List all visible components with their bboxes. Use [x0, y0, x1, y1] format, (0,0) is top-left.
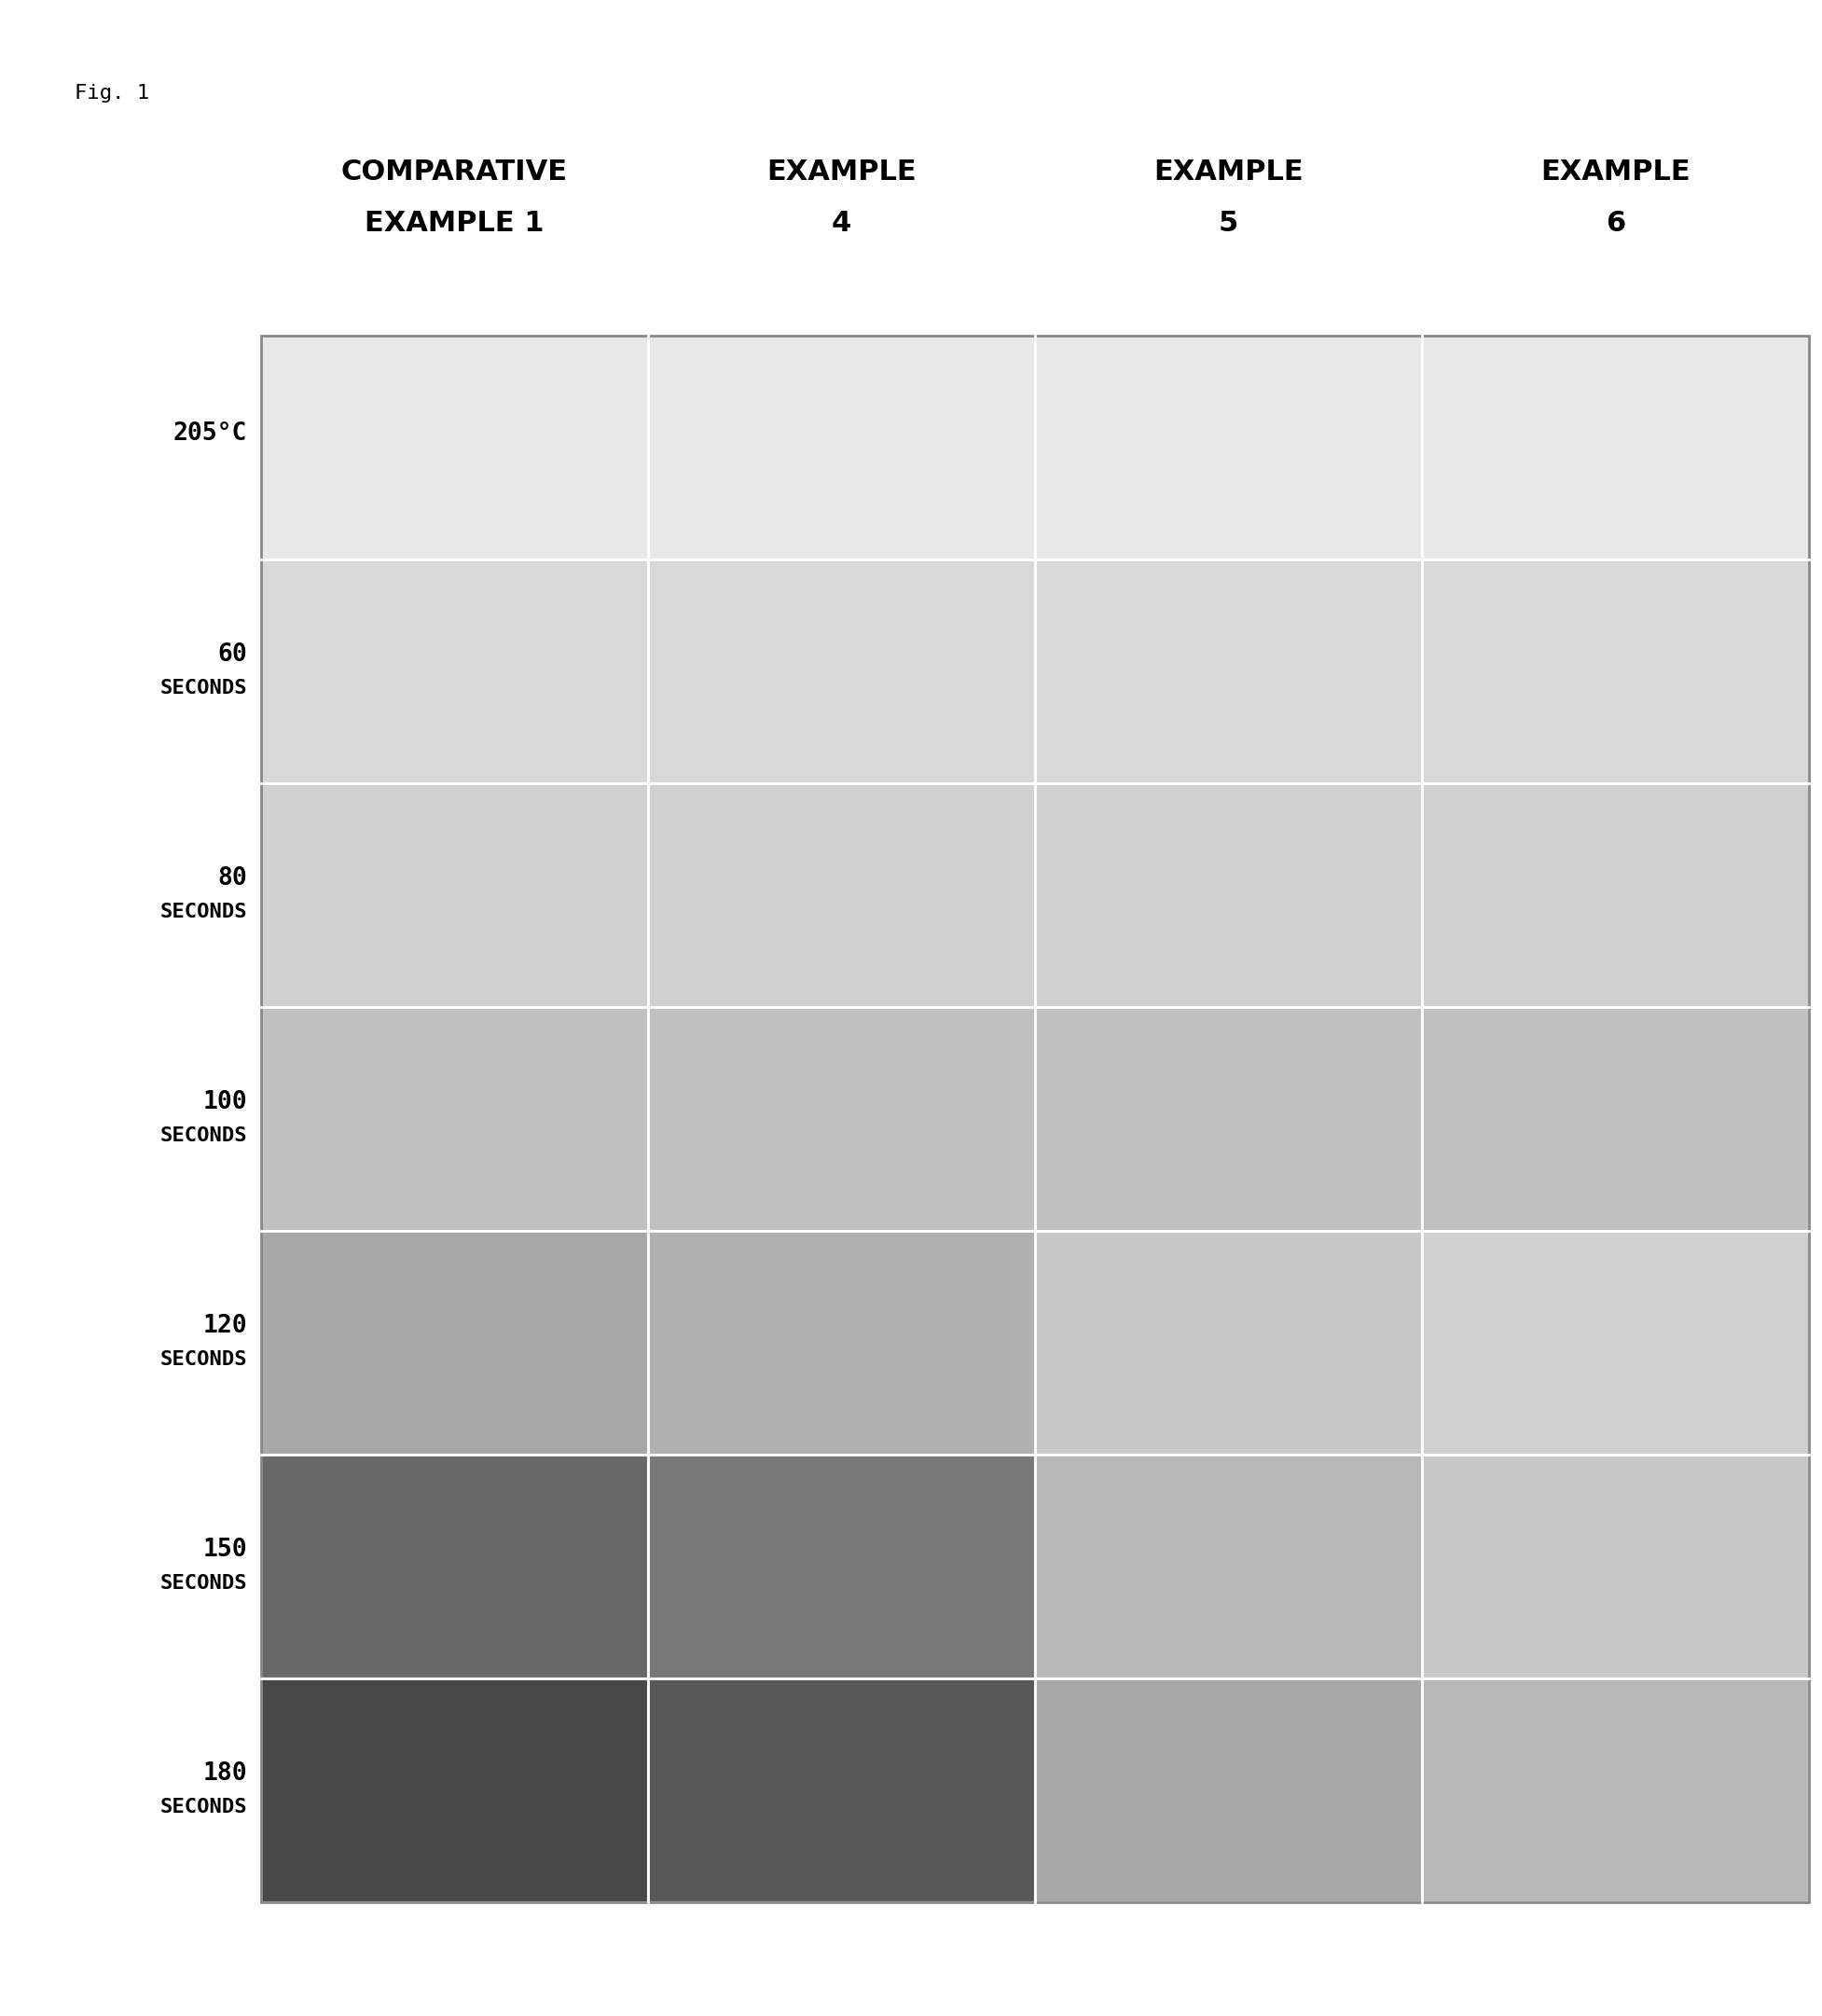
Bar	[1035, 560, 1421, 784]
Bar	[649, 1456, 1035, 1679]
Bar	[1421, 337, 1809, 560]
Bar	[261, 560, 649, 784]
Text: 100: 100	[202, 1091, 248, 1115]
Text: 4: 4	[831, 210, 851, 236]
Text: SECONDS: SECONDS	[160, 1574, 248, 1593]
Text: 6: 6	[1605, 210, 1625, 236]
Bar	[1421, 1679, 1809, 1903]
Bar	[261, 337, 649, 560]
Text: EXAMPLE: EXAMPLE	[1153, 159, 1303, 185]
Text: 60: 60	[217, 643, 248, 667]
Bar	[1421, 1232, 1809, 1456]
Bar	[261, 337, 1809, 1903]
Text: EXAMPLE: EXAMPLE	[1541, 159, 1691, 185]
Bar	[1421, 1456, 1809, 1679]
Text: 180: 180	[202, 1762, 248, 1786]
Text: 205°C: 205°C	[173, 421, 248, 446]
Text: 5: 5	[1219, 210, 1239, 236]
Text: EXAMPLE: EXAMPLE	[767, 159, 916, 185]
Bar	[261, 784, 649, 1008]
Bar	[649, 560, 1035, 784]
Bar	[1421, 1008, 1809, 1232]
Text: COMPARATIVE: COMPARATIVE	[341, 159, 568, 185]
Bar	[1035, 1008, 1421, 1232]
Bar	[649, 1008, 1035, 1232]
Bar	[649, 784, 1035, 1008]
Bar	[649, 1679, 1035, 1903]
Bar	[261, 1679, 649, 1903]
Text: SECONDS: SECONDS	[160, 903, 248, 921]
Bar	[261, 1232, 649, 1456]
Bar	[1421, 560, 1809, 784]
Text: SECONDS: SECONDS	[160, 1127, 248, 1145]
Text: Fig. 1: Fig. 1	[75, 85, 149, 103]
Bar	[649, 1232, 1035, 1456]
Text: 80: 80	[217, 867, 248, 891]
Bar	[261, 1008, 649, 1232]
Text: SECONDS: SECONDS	[160, 679, 248, 698]
Bar	[1035, 337, 1421, 560]
Bar	[1035, 784, 1421, 1008]
Bar	[261, 1456, 649, 1679]
Text: 120: 120	[202, 1314, 248, 1339]
Bar	[1035, 1456, 1421, 1679]
Bar	[1421, 784, 1809, 1008]
Bar	[1035, 1679, 1421, 1903]
Bar	[649, 337, 1035, 560]
Text: SECONDS: SECONDS	[160, 1798, 248, 1816]
Text: SECONDS: SECONDS	[160, 1351, 248, 1369]
Bar	[1035, 1232, 1421, 1456]
Text: EXAMPLE 1: EXAMPLE 1	[364, 210, 545, 236]
Text: 150: 150	[202, 1538, 248, 1562]
